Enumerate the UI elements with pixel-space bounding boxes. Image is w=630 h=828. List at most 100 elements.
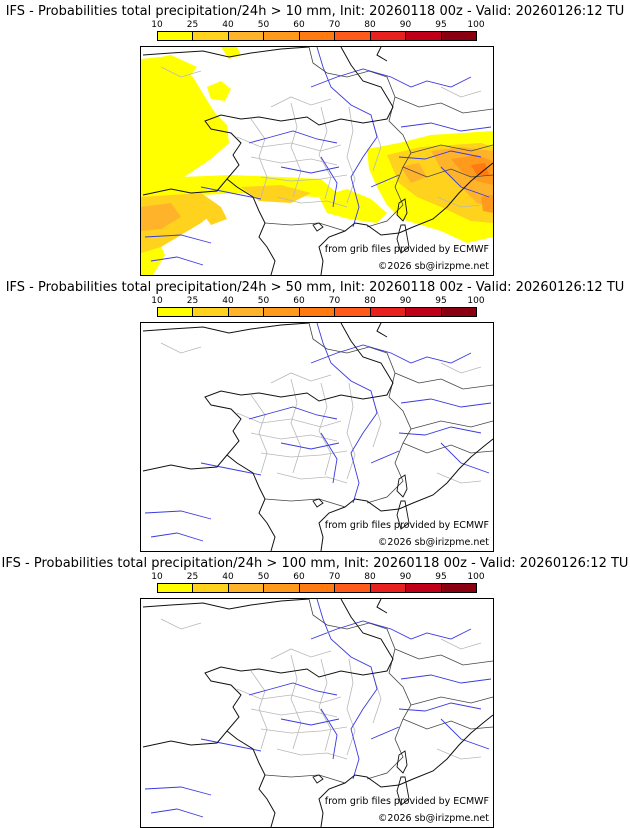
colorbar-tick-label: 50 [257, 296, 270, 306]
probability-colorbar: 10 25 40 50 60 70 80 90 95 100 [151, 296, 485, 322]
colorbar-tick-label: 100 [467, 20, 485, 30]
colorbar-tick-label: 100 [467, 296, 485, 306]
colorbar-tick-label: 60 [293, 296, 305, 306]
colorbar-segment [441, 584, 476, 592]
colorbar-segment [228, 32, 265, 40]
map-canvas [142, 599, 493, 827]
colorbar-segment [370, 308, 407, 316]
probability-colorbar: 10 25 40 50 60 70 80 90 95 100 [151, 572, 485, 598]
rivers [144, 47, 492, 266]
rivers [144, 323, 492, 542]
colorbar-tick-label: 40 [222, 20, 234, 30]
colorbar-segment [299, 32, 336, 40]
colorbar-segment [264, 308, 300, 316]
colorbar-tick-label: 100 [467, 572, 485, 582]
colorbar-tick-label: 10 [151, 296, 163, 306]
colorbar-tick-label: 95 [435, 296, 447, 306]
colorbar-segment [228, 584, 265, 592]
copyright-credit: ©2026 sb@irizpme.net [377, 261, 489, 272]
colorbar-tick-label: 70 [328, 296, 341, 306]
data-source-credit: from grib files provided by ECMWF [324, 796, 489, 807]
colorbar-segment [299, 584, 336, 592]
admin-boundaries [160, 66, 482, 208]
colorbar-segment [406, 584, 442, 592]
colorbar-tick-label: 90 [399, 296, 412, 306]
colorbar-segment [335, 32, 371, 40]
probability-colorbar: 10 25 40 50 60 70 80 90 95 100 [151, 20, 485, 46]
map-panel: IFS - Probabilities total precipitation/… [0, 0, 630, 276]
admin-boundaries [160, 342, 482, 484]
colorbar-tick-label: 10 [151, 20, 163, 30]
panel-title: IFS - Probabilities total precipitation/… [5, 4, 625, 19]
probability-area [401, 163, 427, 183]
colorbar-segment [335, 308, 371, 316]
colorbar-tick-label: 50 [257, 20, 270, 30]
colorbar-tick-label: 90 [399, 20, 412, 30]
colorbar-tick-label: 70 [328, 572, 341, 582]
colorbar-segment [299, 308, 336, 316]
map-panel: IFS - Probabilities total precipitation/… [0, 276, 630, 552]
colorbar-tick-label: 40 [222, 572, 234, 582]
coastline [142, 47, 493, 275]
islands [312, 198, 410, 254]
data-source-credit: from grib files provided by ECMWF [324, 244, 489, 255]
admin-boundaries [160, 618, 482, 760]
colorbar-tick-label: 80 [364, 20, 376, 30]
colorbar-segment [370, 32, 407, 40]
panel-title: IFS - Probabilities total precipitation/… [1, 556, 629, 571]
colorbar-tick-label: 25 [186, 20, 199, 30]
colorbar-segment [158, 308, 194, 316]
colorbar-tick-label: 80 [364, 572, 376, 582]
islands [312, 750, 410, 806]
colorbar-segment [193, 584, 229, 592]
country-borders [264, 47, 493, 232]
colorbar-segment [406, 308, 442, 316]
probability-area [319, 189, 387, 223]
probability-area [471, 163, 489, 175]
probability-area [221, 47, 241, 59]
colorbar-tick-label: 50 [257, 572, 270, 582]
colorbar-segment [264, 32, 300, 40]
map-canvas [141, 47, 493, 275]
colorbar-segment [264, 584, 300, 592]
probability-area [207, 81, 231, 101]
probability-map: from grib files provided by ECMWF ©2026 s… [140, 598, 494, 828]
data-source-credit: from grib files provided by ECMWF [324, 520, 489, 531]
colorbar-segment [335, 584, 371, 592]
panel-title: IFS - Probabilities total precipitation/… [5, 280, 625, 295]
rivers [144, 599, 492, 818]
coastline [142, 599, 493, 827]
probability-area [481, 195, 493, 213]
colorbar-tick-label: 60 [293, 20, 305, 30]
probability-area [451, 155, 493, 185]
colorbar-tick-label: 95 [435, 20, 447, 30]
colorbar-segment [228, 308, 265, 316]
map-panel: IFS - Probabilities total precipitation/… [0, 552, 630, 828]
colorbar-segment [441, 308, 476, 316]
country-borders [264, 323, 493, 508]
colorbar-tick-label: 40 [222, 296, 234, 306]
colorbar-segment [158, 584, 194, 592]
colorbar-segment [441, 32, 476, 40]
colorbar-tick-label: 25 [186, 572, 199, 582]
colorbar-tick-label: 25 [186, 296, 199, 306]
colorbar-segment [193, 32, 229, 40]
colorbar-segment [406, 32, 442, 40]
probability-map: from grib files provided by ECMWF ©2026 s… [140, 322, 494, 552]
coastline [142, 323, 493, 551]
colorbar-tick-label: 10 [151, 572, 163, 582]
colorbar-tick-label: 70 [328, 20, 341, 30]
probability-area [201, 207, 227, 225]
colorbar-segment [158, 32, 194, 40]
colorbar-segment [370, 584, 407, 592]
colorbar-segment [193, 308, 229, 316]
country-borders [264, 599, 493, 784]
islands [312, 474, 410, 530]
colorbar-tick-label: 60 [293, 572, 305, 582]
probability-map: from grib files provided by ECMWF ©2026 s… [140, 46, 494, 276]
copyright-credit: ©2026 sb@irizpme.net [377, 813, 489, 824]
copyright-credit: ©2026 sb@irizpme.net [377, 537, 489, 548]
colorbar-tick-label: 90 [399, 572, 412, 582]
probability-area [141, 203, 181, 231]
colorbar-tick-label: 95 [435, 572, 447, 582]
